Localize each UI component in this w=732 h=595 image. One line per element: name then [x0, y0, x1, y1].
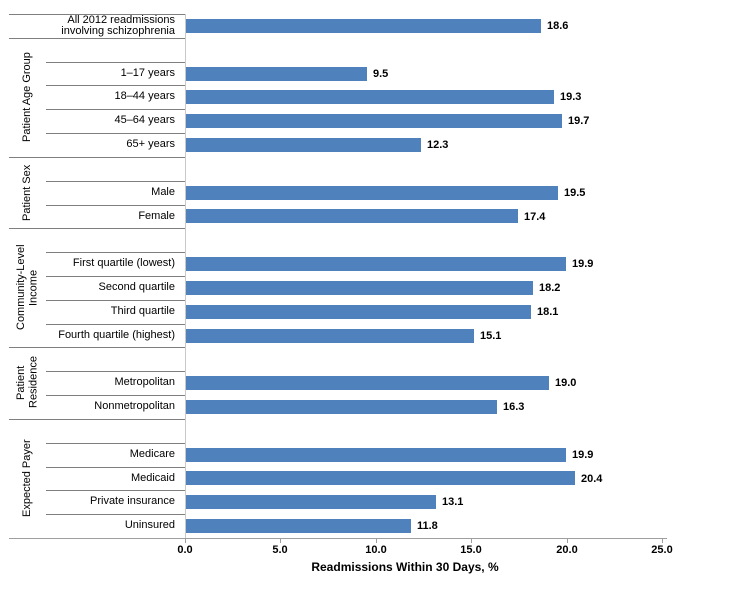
bar-value-label: 19.9 [572, 449, 594, 461]
category-label: Medicaid [130, 472, 175, 485]
bar [186, 471, 575, 485]
x-tick-mark [662, 538, 663, 543]
bar [186, 448, 566, 462]
category-label: 45–64 years [114, 114, 175, 127]
bar-value-label: 9.5 [373, 68, 389, 80]
bar-value-label: 12.3 [427, 139, 449, 151]
category-separator-line [46, 252, 185, 253]
bar [186, 329, 474, 343]
group-separator-line [9, 347, 185, 348]
bar-value-label: 19.9 [572, 258, 594, 270]
bar [186, 19, 541, 33]
x-tick-mark [185, 538, 186, 543]
bar-value-label: 15.1 [480, 330, 502, 342]
category-label: 1–17 years [120, 67, 175, 80]
group-label-cell: Patient Residence [9, 347, 46, 418]
category-separator-line [46, 133, 185, 134]
category-label: First quartile (lowest) [72, 257, 175, 270]
category-separator-line [46, 490, 185, 491]
x-tick-label: 5.0 [272, 544, 288, 556]
bar-value-label: 18.1 [537, 306, 559, 318]
group-separator-line [9, 419, 185, 420]
bar-value-label: 19.0 [555, 377, 577, 389]
bar [186, 90, 554, 104]
x-tick-label: 25.0 [651, 544, 673, 556]
category-separator-line [46, 467, 185, 468]
category-label: Private insurance [90, 495, 175, 508]
category-separator-line [46, 300, 185, 301]
category-separator-line [46, 371, 185, 372]
group-axis-label: Expected Payer [21, 439, 34, 518]
group-label-cell: Expected Payer [9, 419, 46, 538]
category-separator-line [46, 62, 185, 63]
group-axis-label: Community-Level Income [15, 244, 40, 331]
x-tick-mark [471, 538, 472, 543]
bar [186, 519, 411, 533]
category-separator-line [46, 205, 185, 206]
category-separator-line [46, 324, 185, 325]
category-label: Nonmetropolitan [94, 400, 175, 413]
bar-value-label: 13.1 [442, 496, 464, 508]
category-axis-line [185, 14, 186, 538]
bar-value-label: 19.7 [568, 115, 590, 127]
bar [186, 186, 558, 200]
x-tick-label: 10.0 [365, 544, 387, 556]
bar-value-label: 19.3 [560, 91, 582, 103]
x-tick-label: 0.0 [177, 544, 193, 556]
bar [186, 305, 531, 319]
bar [186, 281, 533, 295]
bar [186, 400, 497, 414]
category-separator-line [46, 395, 185, 396]
bar [186, 138, 421, 152]
bar-value-label: 20.4 [581, 473, 603, 485]
bar [186, 67, 367, 81]
category-label: Male [151, 186, 175, 199]
bar-value-label: 18.6 [547, 20, 569, 32]
category-separator-line [46, 276, 185, 277]
bar [186, 209, 518, 223]
category-label: Third quartile [110, 305, 175, 318]
bar-value-label: 16.3 [503, 401, 525, 413]
bar [186, 257, 566, 271]
x-axis-title: Readmissions Within 30 Days, % [311, 560, 499, 574]
group-separator-line [9, 157, 185, 158]
group-label-cell: Patient Age Group [9, 38, 46, 157]
value-axis-line [9, 538, 667, 539]
bar [186, 114, 562, 128]
bar [186, 376, 549, 390]
group-label-cell: Patient Sex [9, 157, 46, 228]
category-separator-line [46, 514, 185, 515]
x-tick-label: 20.0 [556, 544, 578, 556]
category-label: All 2012 readmissions involving schizoph… [61, 13, 175, 37]
x-tick-mark [567, 538, 568, 543]
category-label: Medicare [129, 448, 175, 461]
bar-value-label: 11.8 [417, 520, 438, 532]
group-axis-label: Patient Age Group [21, 52, 34, 143]
group-separator-line [9, 14, 185, 15]
bar-value-label: 17.4 [524, 211, 546, 223]
category-separator-line [46, 443, 185, 444]
group-axis-label: Patient Residence [15, 356, 40, 409]
category-label: 65+ years [126, 138, 175, 151]
bar-value-label: 19.5 [564, 187, 586, 199]
category-separator-line [46, 181, 185, 182]
bar [186, 495, 436, 509]
x-tick-mark [376, 538, 377, 543]
group-separator-line [9, 228, 185, 229]
category-separator-line [46, 85, 185, 86]
group-separator-line [9, 38, 185, 39]
group-label-cell: Community-Level Income [9, 228, 46, 347]
category-label: Metropolitan [114, 376, 175, 389]
category-separator-line [46, 109, 185, 110]
x-tick-mark [280, 538, 281, 543]
category-label: Second quartile [98, 281, 175, 294]
category-label: Uninsured [124, 519, 175, 532]
bar-value-label: 18.2 [539, 282, 561, 294]
group-axis-label: Patient Sex [21, 164, 34, 221]
category-label: Female [138, 210, 175, 223]
x-tick-label: 15.0 [460, 544, 482, 556]
category-label: Fourth quartile (highest) [58, 329, 175, 342]
category-label: 18–44 years [114, 90, 175, 103]
